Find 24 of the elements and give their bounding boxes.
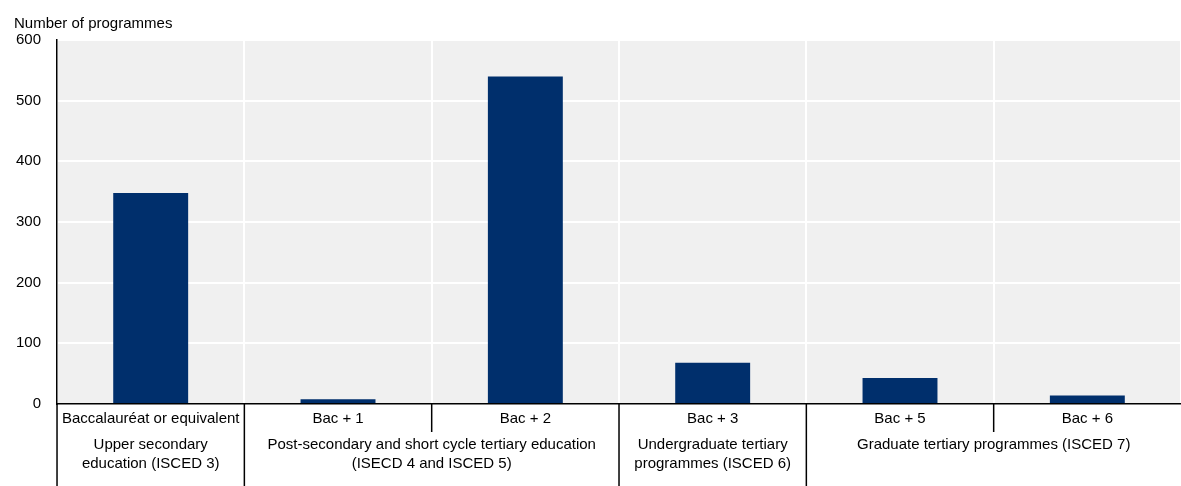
- x-tick-label: Bac + 2: [499, 409, 551, 427]
- y-tick-label: 500: [16, 90, 42, 108]
- bar: [1049, 395, 1125, 403]
- y-axis-title: Number of programmes: [14, 13, 173, 31]
- text: Graduate tertiary programmes (ISCED 7): [856, 434, 1131, 452]
- text: Upper secondary education (ISCED 3): [81, 434, 220, 471]
- x-tick-label: Baccalauréat or equivalent: [61, 409, 241, 427]
- x-tick-label: Bac + 1: [312, 409, 364, 427]
- x-tick-label: Bac + 6: [1061, 409, 1113, 427]
- x-tick-label: Bac + 5: [874, 409, 926, 427]
- bar: [113, 192, 189, 403]
- text: Post-secondary and short cycle tertiary education (ISECD 4 and ISCED 5): [267, 434, 596, 471]
- y-tick-label: 0: [32, 394, 42, 412]
- y-tick-label: 200: [16, 272, 42, 290]
- bar: [300, 399, 376, 403]
- y-tick-label: 400: [16, 151, 42, 169]
- y-tick-label: 100: [16, 333, 42, 351]
- x-tick-label: Bac + 3: [687, 409, 739, 427]
- y-tick-label: 300: [16, 212, 42, 230]
- text: Undergraduate tertiary programmes (ISCED 6): [634, 434, 792, 471]
- bar: [862, 377, 938, 403]
- y-tick-label: 600: [16, 30, 42, 48]
- bar: [487, 76, 563, 403]
- bar: [675, 362, 751, 403]
